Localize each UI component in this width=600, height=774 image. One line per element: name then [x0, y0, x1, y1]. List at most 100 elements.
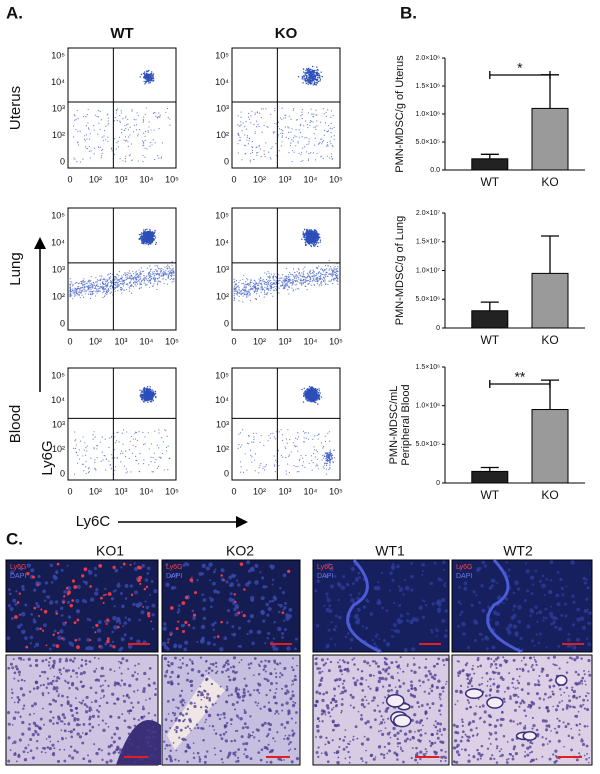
cell-dot — [74, 115, 76, 117]
cell-dot — [306, 143, 308, 146]
cell-dot — [326, 275, 329, 277]
cell-dot — [310, 108, 312, 110]
cell-dot — [244, 294, 246, 296]
cell-dot — [316, 280, 318, 283]
cell-dot — [296, 438, 298, 440]
cell-dot — [86, 114, 88, 116]
y-tick-label: 0 — [224, 156, 229, 166]
y-tick-label: 10⁴ — [51, 77, 65, 87]
cell-dot — [321, 274, 323, 276]
cell-dot — [290, 273, 292, 275]
cell-dot — [240, 446, 242, 448]
cell-dot — [278, 282, 280, 284]
cell-dot — [293, 151, 295, 153]
cell-dot — [124, 136, 127, 138]
cell-dot — [323, 445, 325, 448]
cell-dot — [314, 159, 317, 161]
cell-dot — [146, 394, 148, 396]
cell-dot — [233, 295, 235, 297]
cell-dot — [311, 113, 313, 115]
cell-dot — [143, 277, 145, 279]
cell-dot — [120, 277, 122, 280]
cell-dot — [296, 471, 298, 473]
cell-dot — [300, 280, 302, 282]
cell-dot — [320, 282, 322, 284]
cell-dot — [115, 109, 118, 111]
cell-dot — [154, 265, 156, 267]
cell-dot — [89, 283, 91, 285]
cell-dot — [104, 283, 106, 286]
cell-dot — [300, 275, 302, 277]
cell-dot — [97, 133, 99, 135]
cell-dot — [328, 431, 331, 433]
cell-dot — [306, 393, 309, 395]
cell-dot — [97, 291, 99, 293]
cell-dot — [244, 286, 246, 288]
cell-dot — [137, 133, 139, 135]
cell-dot — [173, 274, 175, 277]
cell-dot — [287, 137, 290, 140]
cell-dot — [311, 242, 314, 245]
cell-dot — [143, 386, 145, 389]
cell-dot — [321, 459, 323, 461]
cell-dot — [265, 287, 267, 289]
cell-dot — [321, 75, 323, 78]
cell-dot — [260, 288, 262, 290]
cell-dot — [138, 280, 140, 282]
cell-dot — [142, 142, 145, 144]
nucleus — [133, 562, 136, 565]
cell-dot — [308, 233, 311, 236]
cell-dot — [73, 292, 75, 294]
cell-dot — [298, 136, 300, 138]
cell-dot — [74, 294, 77, 296]
cell-dot — [108, 122, 110, 125]
cell-dot — [263, 296, 265, 298]
cell-dot — [96, 290, 98, 292]
cell-dot — [75, 291, 77, 293]
cell-dot — [113, 288, 115, 290]
cell-dot — [163, 271, 165, 273]
cell-dot — [269, 284, 271, 286]
cell-dot — [132, 286, 135, 288]
cell-dot — [306, 124, 308, 126]
cell-dot — [315, 81, 317, 84]
cell-dot — [107, 113, 109, 115]
cell-dot — [274, 279, 276, 281]
cell-dot — [312, 279, 314, 282]
cell-dot — [125, 272, 127, 274]
cell-dot — [300, 115, 302, 117]
cell-dot — [114, 436, 116, 438]
cell-dot — [333, 457, 336, 459]
cell-dot — [115, 440, 118, 442]
cell-dot — [278, 150, 280, 152]
cell-dot — [161, 142, 163, 144]
cell-dot — [246, 136, 248, 138]
cell-dot — [150, 443, 153, 445]
cell-dot — [238, 433, 240, 435]
cell-dot — [313, 391, 316, 394]
cell-dot — [150, 129, 152, 131]
cell-dot — [306, 390, 308, 392]
cell-dot — [148, 79, 150, 82]
cell-dot — [270, 281, 272, 284]
cell-dot — [116, 283, 119, 285]
cell-dot — [308, 80, 310, 83]
cell-dot — [102, 281, 104, 283]
cell-dot — [266, 278, 268, 281]
panel-label: C. — [6, 529, 23, 548]
cell-dot — [166, 274, 168, 276]
cell-dot — [132, 131, 135, 133]
cell-dot — [158, 277, 161, 279]
cell-dot — [95, 445, 98, 447]
cell-dot — [281, 118, 283, 121]
cell-dot — [260, 278, 262, 280]
cell-dot — [255, 282, 257, 284]
cell-dot — [156, 444, 158, 446]
cell-dot — [308, 462, 310, 464]
cell-dot — [306, 241, 309, 244]
cell-dot — [146, 148, 148, 150]
cell-dot — [308, 243, 311, 245]
cell-dot — [238, 288, 240, 290]
cell-dot — [136, 460, 138, 462]
cell-dot — [155, 396, 157, 399]
